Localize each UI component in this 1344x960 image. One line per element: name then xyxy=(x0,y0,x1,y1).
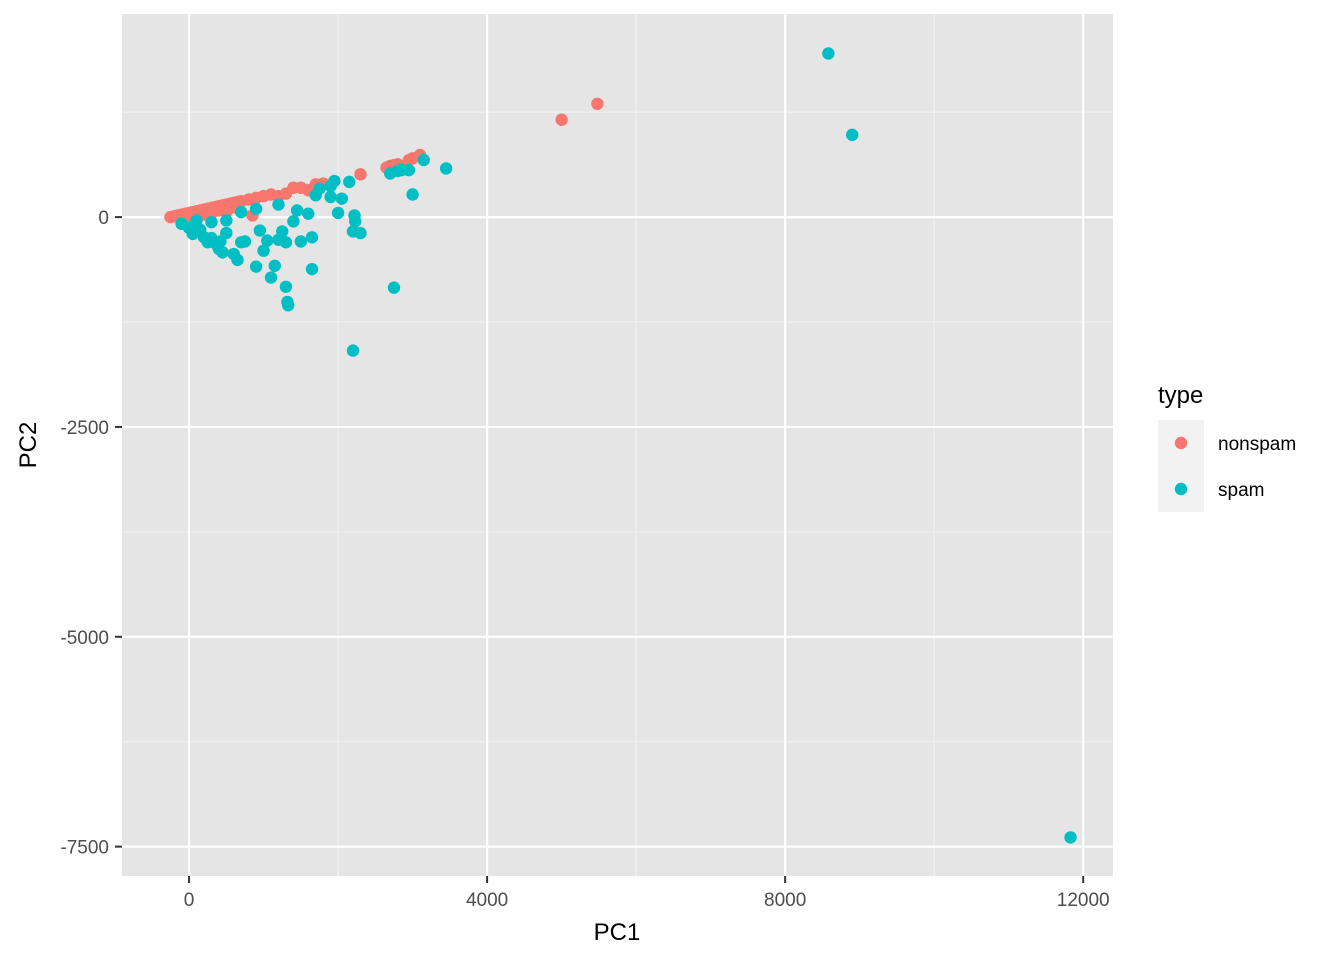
point-spam xyxy=(439,162,453,175)
point-spam xyxy=(305,262,319,276)
point-spam xyxy=(268,259,281,273)
point-spam xyxy=(354,226,367,240)
point-spam xyxy=(846,128,859,142)
x-tick-label: 8000 xyxy=(764,890,806,911)
point-spam xyxy=(294,235,308,248)
point-spam xyxy=(335,192,349,205)
x-tick-label: 12000 xyxy=(1057,890,1110,911)
point-spam xyxy=(346,344,360,357)
point-spam xyxy=(406,188,419,201)
point-spam xyxy=(257,244,270,257)
y-axis-ticks: -7500 -5000 -2500 0 xyxy=(60,208,122,859)
point-nonspam xyxy=(354,168,367,181)
point-spam xyxy=(231,253,244,267)
point-spam xyxy=(264,271,278,284)
point-spam xyxy=(1064,831,1077,844)
point-spam xyxy=(238,235,252,248)
y-tick-label: -7500 xyxy=(60,838,109,859)
point-spam xyxy=(328,174,341,188)
legend-label-spam: spam xyxy=(1218,480,1264,501)
point-spam xyxy=(417,153,430,167)
point-nonspam xyxy=(591,97,604,111)
y-axis-title: PC2 xyxy=(15,422,42,469)
grid-major-lines xyxy=(122,14,1113,876)
point-spam xyxy=(313,182,326,195)
point-spam xyxy=(331,206,345,220)
point-spam xyxy=(235,205,248,219)
point-spam xyxy=(822,47,835,60)
panel-background xyxy=(122,14,1113,876)
point-spam xyxy=(402,163,416,177)
x-tick-label: 0 xyxy=(184,890,195,911)
legend-title: type xyxy=(1158,382,1203,409)
legend-key-nonspam xyxy=(1174,436,1188,450)
point-spam xyxy=(305,231,319,244)
point-spam xyxy=(205,215,218,229)
point-spam xyxy=(324,190,337,204)
x-axis-title: PC1 xyxy=(594,919,641,946)
point-spam xyxy=(261,234,274,247)
x-axis-ticks: 0 4000 8000 12000 xyxy=(184,876,1110,911)
point-spam xyxy=(216,246,229,259)
point-spam xyxy=(281,299,295,312)
point-spam xyxy=(290,204,304,217)
data-points xyxy=(164,47,1077,844)
point-spam xyxy=(279,236,293,249)
point-spam xyxy=(220,226,233,240)
point-spam xyxy=(275,225,289,238)
point-spam xyxy=(287,215,300,228)
point-spam xyxy=(272,198,285,211)
point-spam xyxy=(387,281,401,294)
point-spam xyxy=(253,224,267,237)
legend-keys: nonspam spam xyxy=(1158,420,1296,512)
series-spam xyxy=(175,47,1077,844)
point-spam xyxy=(343,175,356,189)
point-nonspam xyxy=(555,113,568,126)
point-spam xyxy=(349,215,362,228)
grid-minor-lines xyxy=(122,14,1113,876)
legend: type nonspam spam xyxy=(1158,382,1296,512)
point-spam xyxy=(302,207,315,220)
legend-key-spam xyxy=(1174,482,1188,496)
x-tick-label: 4000 xyxy=(466,890,508,911)
legend-label-nonspam: nonspam xyxy=(1218,434,1296,455)
y-tick-label: -5000 xyxy=(60,628,109,649)
point-spam xyxy=(249,260,263,273)
point-spam xyxy=(249,202,263,215)
y-tick-label: -2500 xyxy=(60,418,109,439)
point-spam xyxy=(190,214,203,227)
point-spam xyxy=(279,280,293,293)
point-spam xyxy=(220,214,233,227)
y-tick-label: 0 xyxy=(98,208,109,229)
